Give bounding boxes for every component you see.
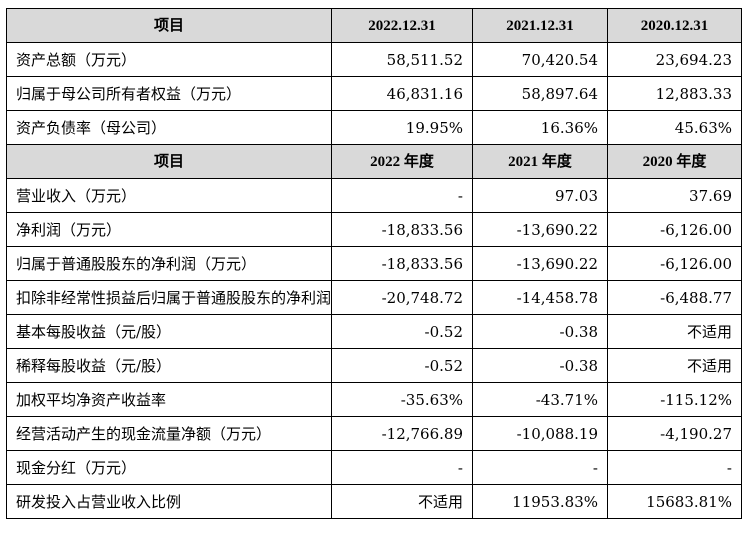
header-item: 项目 xyxy=(6,8,332,43)
value-2020: - xyxy=(607,450,742,485)
header-item: 项目 xyxy=(6,144,332,179)
value-2022: -18,833.56 xyxy=(331,212,473,247)
header-2020-12-31: 2020.12.31 xyxy=(607,8,742,43)
value-2021: - xyxy=(472,450,608,485)
row-label: 研发投入占营业收入比例 xyxy=(6,484,332,519)
value-2021: -10,088.19 xyxy=(472,416,608,451)
value-2020: 15683.81% xyxy=(607,484,742,519)
value-2021: 58,897.64 xyxy=(472,76,608,111)
value-2021: -13,690.22 xyxy=(472,212,608,247)
table-row: 稀释每股收益（元/股） -0.52 -0.38 不适用 xyxy=(6,348,742,383)
value-2021: 70,420.54 xyxy=(472,42,608,77)
table-row: 净利润（万元） -18,833.56 -13,690.22 -6,126.00 xyxy=(6,212,742,247)
value-2021: 11953.83% xyxy=(472,484,608,519)
value-2022: -0.52 xyxy=(331,314,473,349)
header-2020-year: 2020 年度 xyxy=(607,144,742,179)
table-row: 营业收入（万元） - 97.03 37.69 xyxy=(6,178,742,213)
value-2022: 不适用 xyxy=(331,484,473,519)
row-label: 扣除非经常性损益后归属于普通股股东的净利润（万元） xyxy=(6,280,332,315)
value-2020: 37.69 xyxy=(607,178,742,213)
value-2020: 45.63% xyxy=(607,110,742,145)
value-2020: 不适用 xyxy=(607,314,742,349)
table-row: 扣除非经常性损益后归属于普通股股东的净利润（万元） -20,748.72 -14… xyxy=(6,280,742,315)
value-2020: -4,190.27 xyxy=(607,416,742,451)
income-header-row: 项目 2022 年度 2021 年度 2020 年度 xyxy=(6,144,742,179)
value-2020: -6,126.00 xyxy=(607,212,742,247)
row-label: 现金分红（万元） xyxy=(6,450,332,485)
value-2020: 不适用 xyxy=(607,348,742,383)
row-label: 资产负债率（母公司） xyxy=(6,110,332,145)
balance-header-row: 项目 2022.12.31 2021.12.31 2020.12.31 xyxy=(6,8,742,43)
header-2021-12-31: 2021.12.31 xyxy=(472,8,608,43)
value-2022: 46,831.16 xyxy=(331,76,473,111)
header-2021-year: 2021 年度 xyxy=(472,144,608,179)
value-2022: 19.95% xyxy=(331,110,473,145)
table-row: 加权平均净资产收益率 -35.63% -43.71% -115.12% xyxy=(6,382,742,417)
value-2020: -6,488.77 xyxy=(607,280,742,315)
table-row: 现金分红（万元） - - - xyxy=(6,450,742,485)
row-label: 基本每股收益（元/股） xyxy=(6,314,332,349)
value-2020: -6,126.00 xyxy=(607,246,742,281)
row-label: 归属于普通股股东的净利润（万元） xyxy=(6,246,332,281)
row-label: 加权平均净资产收益率 xyxy=(6,382,332,417)
financial-summary-table: 项目 2022.12.31 2021.12.31 2020.12.31 资产总额… xyxy=(6,8,742,519)
value-2020: 12,883.33 xyxy=(607,76,742,111)
table-row: 研发投入占营业收入比例 不适用 11953.83% 15683.81% xyxy=(6,484,742,519)
value-2022: -0.52 xyxy=(331,348,473,383)
table-row: 资产负债率（母公司） 19.95% 16.36% 45.63% xyxy=(6,110,742,145)
value-2022: -35.63% xyxy=(331,382,473,417)
row-label: 归属于母公司所有者权益（万元） xyxy=(6,76,332,111)
value-2021: -13,690.22 xyxy=(472,246,608,281)
value-2021: -0.38 xyxy=(472,314,608,349)
value-2022: -12,766.89 xyxy=(331,416,473,451)
value-2022: - xyxy=(331,178,473,213)
value-2022: 58,511.52 xyxy=(331,42,473,77)
value-2021: -0.38 xyxy=(472,348,608,383)
value-2021: 16.36% xyxy=(472,110,608,145)
value-2022: - xyxy=(331,450,473,485)
row-label: 资产总额（万元） xyxy=(6,42,332,77)
table-row: 经营活动产生的现金流量净额（万元） -12,766.89 -10,088.19 … xyxy=(6,416,742,451)
header-2022-year: 2022 年度 xyxy=(331,144,473,179)
header-2022-12-31: 2022.12.31 xyxy=(331,8,473,43)
value-2020: 23,694.23 xyxy=(607,42,742,77)
row-label: 营业收入（万元） xyxy=(6,178,332,213)
row-label: 经营活动产生的现金流量净额（万元） xyxy=(6,416,332,451)
table-row: 基本每股收益（元/股） -0.52 -0.38 不适用 xyxy=(6,314,742,349)
row-label: 净利润（万元） xyxy=(6,212,332,247)
value-2022: -20,748.72 xyxy=(331,280,473,315)
table-row: 归属于普通股股东的净利润（万元） -18,833.56 -13,690.22 -… xyxy=(6,246,742,281)
value-2021: -43.71% xyxy=(472,382,608,417)
value-2022: -18,833.56 xyxy=(331,246,473,281)
value-2020: -115.12% xyxy=(607,382,742,417)
value-2021: 97.03 xyxy=(472,178,608,213)
value-2021: -14,458.78 xyxy=(472,280,608,315)
table-row: 资产总额（万元） 58,511.52 70,420.54 23,694.23 xyxy=(6,42,742,77)
table-row: 归属于母公司所有者权益（万元） 46,831.16 58,897.64 12,8… xyxy=(6,76,742,111)
row-label: 稀释每股收益（元/股） xyxy=(6,348,332,383)
